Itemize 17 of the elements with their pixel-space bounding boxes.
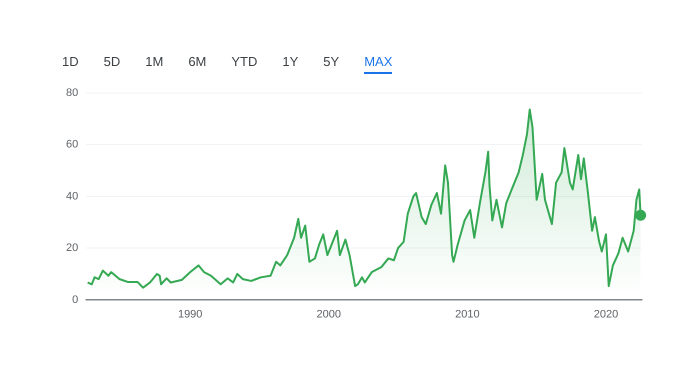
x-tick-label: 2020 <box>594 308 618 320</box>
text: 5D <box>104 54 120 71</box>
text: YTD <box>231 54 258 71</box>
text: 1M <box>145 54 164 71</box>
x-tick-label: 2000 <box>316 308 342 320</box>
text: MAX <box>364 54 392 74</box>
x-tick-label: 2010 <box>455 308 480 320</box>
text: 1Y <box>282 54 298 71</box>
text: 6M <box>188 54 206 71</box>
y-tick-label: 60 <box>66 138 78 151</box>
text: 5Y <box>323 54 340 71</box>
y-tick-label: 40 <box>66 190 78 202</box>
y-tick-label: 80 <box>66 87 78 100</box>
text: 1D <box>62 54 79 71</box>
y-tick-label: 20 <box>66 242 78 254</box>
x-tick-label: 1990 <box>178 308 202 320</box>
y-tick-label: 0 <box>72 294 78 306</box>
